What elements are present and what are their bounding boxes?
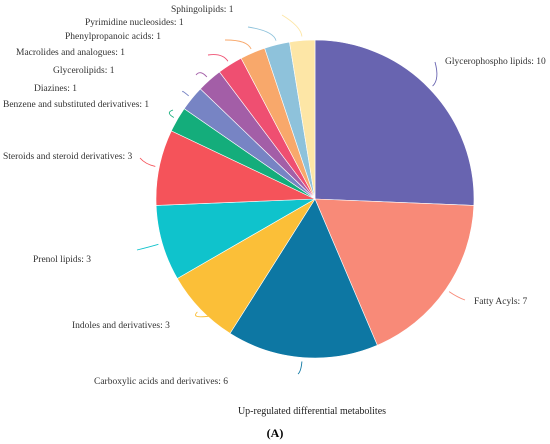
chart-caption: Up-regulated differential metabolites [238, 406, 386, 417]
leader-line [224, 39, 252, 50]
slice-label: Benzene and substituted derivatives: 1 [3, 100, 149, 110]
slice-label: Prenol lipids: 3 [33, 255, 91, 265]
leader-line [247, 26, 277, 41]
slice-label: Diazines: 1 [34, 84, 77, 94]
leader-line [432, 61, 438, 87]
slice-label: Pyrimidine nucleosides: 1 [85, 18, 184, 28]
pie-slice [229, 198, 378, 359]
leader-line [448, 291, 466, 301]
slice-label: Sphingolipids: 1 [171, 5, 234, 15]
leader-line [207, 54, 229, 62]
slice-label: Indoles and derivatives: 3 [72, 321, 170, 331]
pie-slices [155, 39, 475, 359]
slice-label: Glycerolipids: 1 [53, 66, 115, 76]
pie-slice [314, 198, 475, 346]
slice-label: Macrolides and analogues: 1 [16, 48, 125, 58]
leader-line [195, 72, 208, 78]
leader-line [139, 157, 156, 167]
slice-label: Phenylpropanoic acids: 1 [65, 32, 161, 42]
leader-line [136, 243, 159, 251]
leader-line [195, 311, 211, 318]
panel-label: (A) [267, 426, 284, 440]
slice-label: Fatty Acyls: 7 [474, 297, 528, 307]
leader-line [281, 14, 303, 37]
slice-label: Glycerophospho lipids: 10 [445, 57, 546, 67]
leader-line [168, 109, 175, 118]
pie-slice [289, 39, 316, 200]
leader-line [182, 90, 189, 97]
slice-label: Steroids and steroid derivatives: 3 [3, 152, 133, 162]
slice-label: Carboxylic acids and derivatives: 6 [94, 377, 228, 387]
slice-labels: Glycerophospho lipids: 10 Fatty Acyls: 7 C… [3, 5, 546, 387]
pie-slice [314, 39, 475, 206]
leader-line [297, 361, 303, 375]
leader-lines [136, 14, 466, 375]
